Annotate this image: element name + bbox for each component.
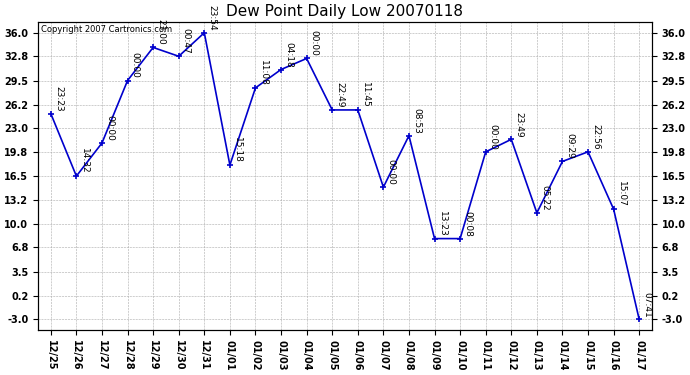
Text: 00:00: 00:00 — [310, 30, 319, 56]
Text: 23:00: 23:00 — [156, 20, 165, 45]
Text: 04:18: 04:18 — [284, 42, 293, 67]
Text: 05:22: 05:22 — [540, 185, 549, 211]
Text: 15:18: 15:18 — [233, 137, 242, 163]
Text: 07:41: 07:41 — [642, 291, 651, 317]
Text: Copyright 2007 Cartronics.com: Copyright 2007 Cartronics.com — [41, 25, 172, 34]
Text: 09:29: 09:29 — [566, 134, 575, 159]
Text: 22:56: 22:56 — [591, 124, 600, 150]
Text: 08:53: 08:53 — [412, 108, 421, 134]
Text: 00:47: 00:47 — [181, 28, 191, 54]
Title: Dew Point Daily Low 20070118: Dew Point Daily Low 20070118 — [226, 4, 464, 19]
Text: 11:45: 11:45 — [361, 82, 370, 108]
Text: 23:23: 23:23 — [54, 86, 63, 111]
Text: 00:00: 00:00 — [130, 53, 139, 78]
Text: 14:32: 14:32 — [79, 148, 88, 174]
Text: 00:08: 00:08 — [463, 210, 472, 236]
Text: 23:54: 23:54 — [208, 5, 217, 30]
Text: 15:07: 15:07 — [617, 181, 626, 207]
Text: 00:00: 00:00 — [386, 159, 395, 185]
Text: 00:00: 00:00 — [105, 115, 114, 141]
Text: 23:49: 23:49 — [514, 111, 523, 137]
Text: 22:49: 22:49 — [335, 82, 344, 108]
Text: 11:08: 11:08 — [259, 60, 268, 86]
Text: 00:00: 00:00 — [489, 124, 497, 150]
Text: 13:23: 13:23 — [437, 211, 446, 236]
